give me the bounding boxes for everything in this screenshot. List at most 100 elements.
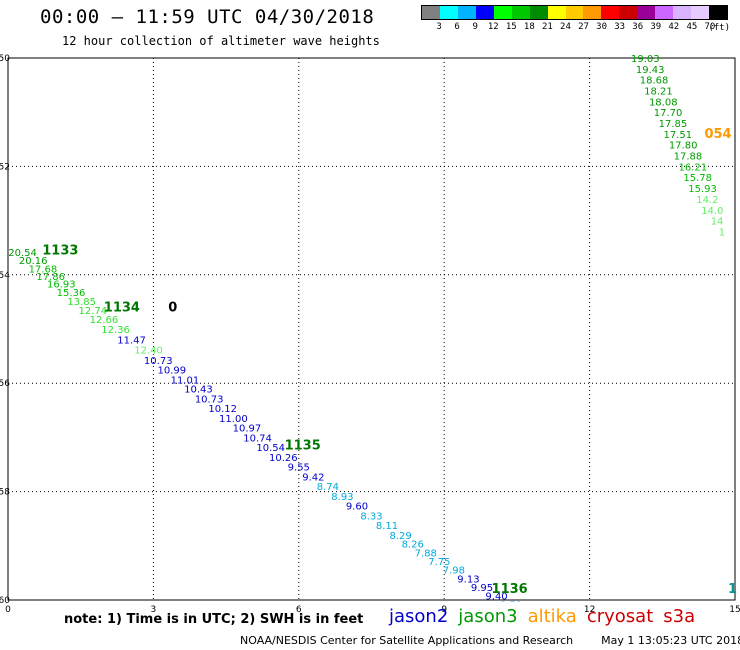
pass-label: 1 bbox=[728, 582, 737, 597]
satellite-s3a: s3a bbox=[663, 606, 696, 627]
data-point-label: 8.51 bbox=[500, 600, 522, 611]
data-point-label: 14.0 bbox=[701, 206, 723, 217]
legend-label: 42 bbox=[668, 22, 680, 32]
data-point-label: 7.75 bbox=[428, 557, 450, 568]
data-point-label: 12.36 bbox=[101, 325, 130, 336]
data-point-label: 17.86 bbox=[36, 272, 65, 283]
data-point-label: 9.55 bbox=[288, 463, 310, 474]
legend-label: 45 bbox=[686, 22, 698, 32]
legend-label: 24 bbox=[560, 22, 571, 32]
legend-swatch bbox=[493, 6, 512, 19]
data-point-label: 11.00 bbox=[219, 414, 248, 425]
data-point-label: 8.93 bbox=[331, 492, 353, 503]
legend-label: 27 bbox=[578, 22, 589, 32]
data-point-label: 14 bbox=[711, 217, 724, 228]
legend-swatch bbox=[547, 6, 566, 19]
legend-label: 9 bbox=[472, 22, 478, 32]
legend-swatch bbox=[457, 6, 476, 19]
data-point-label: 11.01 bbox=[171, 375, 200, 386]
legend-label: 39 bbox=[650, 22, 662, 32]
legend-label: 12 bbox=[487, 22, 499, 32]
data-point-label: 17.88 bbox=[674, 152, 703, 163]
y-tick-label: -50 bbox=[0, 54, 10, 64]
pass-label: 0 bbox=[168, 300, 177, 315]
pass-label: 1134 bbox=[104, 300, 140, 315]
x-tick-label: 3 bbox=[151, 605, 157, 615]
data-point-label: 9.13 bbox=[457, 574, 479, 585]
x-tick-label: 12 bbox=[584, 605, 595, 615]
data-point-label: 8.33 bbox=[360, 511, 382, 522]
credit-text: NOAA/NESDIS Center for Satellite Applica… bbox=[240, 634, 574, 647]
satellite-jason3: jason3 bbox=[458, 606, 518, 627]
data-point-label: 11.47 bbox=[117, 335, 146, 346]
data-point-label: 10.12 bbox=[208, 404, 237, 415]
x-tick-label: 0 bbox=[5, 605, 11, 615]
data-point-label: 16.21 bbox=[679, 162, 708, 173]
plot-frame bbox=[7, 57, 736, 601]
data-point-label: 7.98 bbox=[443, 566, 465, 577]
data-point-label: 8.74 bbox=[317, 482, 339, 493]
satellite-cryosat: cryosat bbox=[586, 606, 654, 627]
data-point-label: 16.93 bbox=[47, 279, 76, 290]
y-tick-label: -52 bbox=[0, 162, 10, 172]
data-point-label: 7.88 bbox=[415, 548, 437, 559]
data-point-label: 10.26 bbox=[269, 453, 298, 464]
y-tick-label: -56 bbox=[0, 379, 10, 389]
data-point-label: 17.68 bbox=[29, 264, 58, 275]
legend-label: 30 bbox=[596, 22, 607, 32]
legend-label: 15 bbox=[505, 22, 517, 32]
data-point-label: 18.68 bbox=[640, 76, 669, 87]
data-point-label: 10.74 bbox=[243, 433, 272, 444]
data-point-label: 8.26 bbox=[402, 540, 424, 551]
legend-label: 33 bbox=[614, 22, 626, 32]
data-point-label: 12.40 bbox=[134, 346, 163, 357]
legend-swatch bbox=[475, 6, 494, 19]
timestamp: May 1 13:05:23 UTC 2018 bbox=[601, 634, 740, 647]
data-point-label: 10.54 bbox=[256, 443, 285, 454]
pass-label: 1135 bbox=[285, 439, 321, 454]
data-point-label: 19.03 bbox=[631, 54, 660, 65]
data-point-label: 9.95 bbox=[471, 583, 493, 594]
x-tick-label: 9 bbox=[441, 605, 447, 615]
legend-swatches bbox=[421, 5, 728, 20]
data-point-label: 17.51 bbox=[663, 130, 692, 141]
legend-unit: (ft) bbox=[708, 23, 730, 33]
legend-swatch bbox=[673, 6, 692, 19]
legend-swatch bbox=[439, 6, 458, 19]
legend-label: 36 bbox=[632, 22, 644, 32]
data-point-label: 8.29 bbox=[389, 531, 411, 542]
data-point-label: 1 bbox=[719, 227, 725, 238]
legend-label: 70 bbox=[704, 22, 716, 32]
data-point-label: 18.08 bbox=[649, 97, 678, 108]
data-point-label: 10.97 bbox=[233, 424, 262, 435]
data-point-label: 12.66 bbox=[90, 315, 119, 326]
data-point-label: 14.2 bbox=[696, 195, 718, 206]
credit-line: NOAA/NESDIS Center for Satellite Applica… bbox=[240, 634, 740, 647]
y-tick-label: -60 bbox=[0, 596, 10, 606]
legend-label: 6 bbox=[454, 22, 460, 32]
data-point-label: 15.78 bbox=[683, 173, 712, 184]
legend-swatch bbox=[637, 6, 656, 19]
y-tick-label: -54 bbox=[0, 271, 10, 281]
legend-swatch bbox=[529, 6, 548, 19]
data-point-label: 17.80 bbox=[669, 141, 698, 152]
data-point-label: 9.40 bbox=[485, 592, 507, 603]
data-point-label: 10.73 bbox=[144, 356, 173, 367]
y-tick-label: -58 bbox=[0, 488, 10, 498]
data-point-label: 12.74 bbox=[78, 306, 107, 317]
legend-swatch bbox=[709, 6, 727, 19]
data-point-label: 17.85 bbox=[659, 119, 688, 130]
data-point-label: 20.54 bbox=[8, 248, 37, 259]
data-point-label: 8.11 bbox=[376, 521, 398, 532]
satellite-altika: altika bbox=[527, 606, 577, 627]
legend-swatch bbox=[601, 6, 620, 19]
satellite-jason2: jason2 bbox=[389, 606, 449, 627]
legend-swatch bbox=[619, 6, 638, 19]
legend-swatch bbox=[565, 6, 584, 19]
legend-label: 18 bbox=[523, 22, 535, 32]
legend-swatch bbox=[583, 6, 602, 19]
legend-swatch bbox=[691, 6, 709, 19]
page-subtitle: 12 hour collection of altimeter wave hei… bbox=[62, 34, 380, 48]
data-point-label: 15.93 bbox=[688, 184, 717, 195]
